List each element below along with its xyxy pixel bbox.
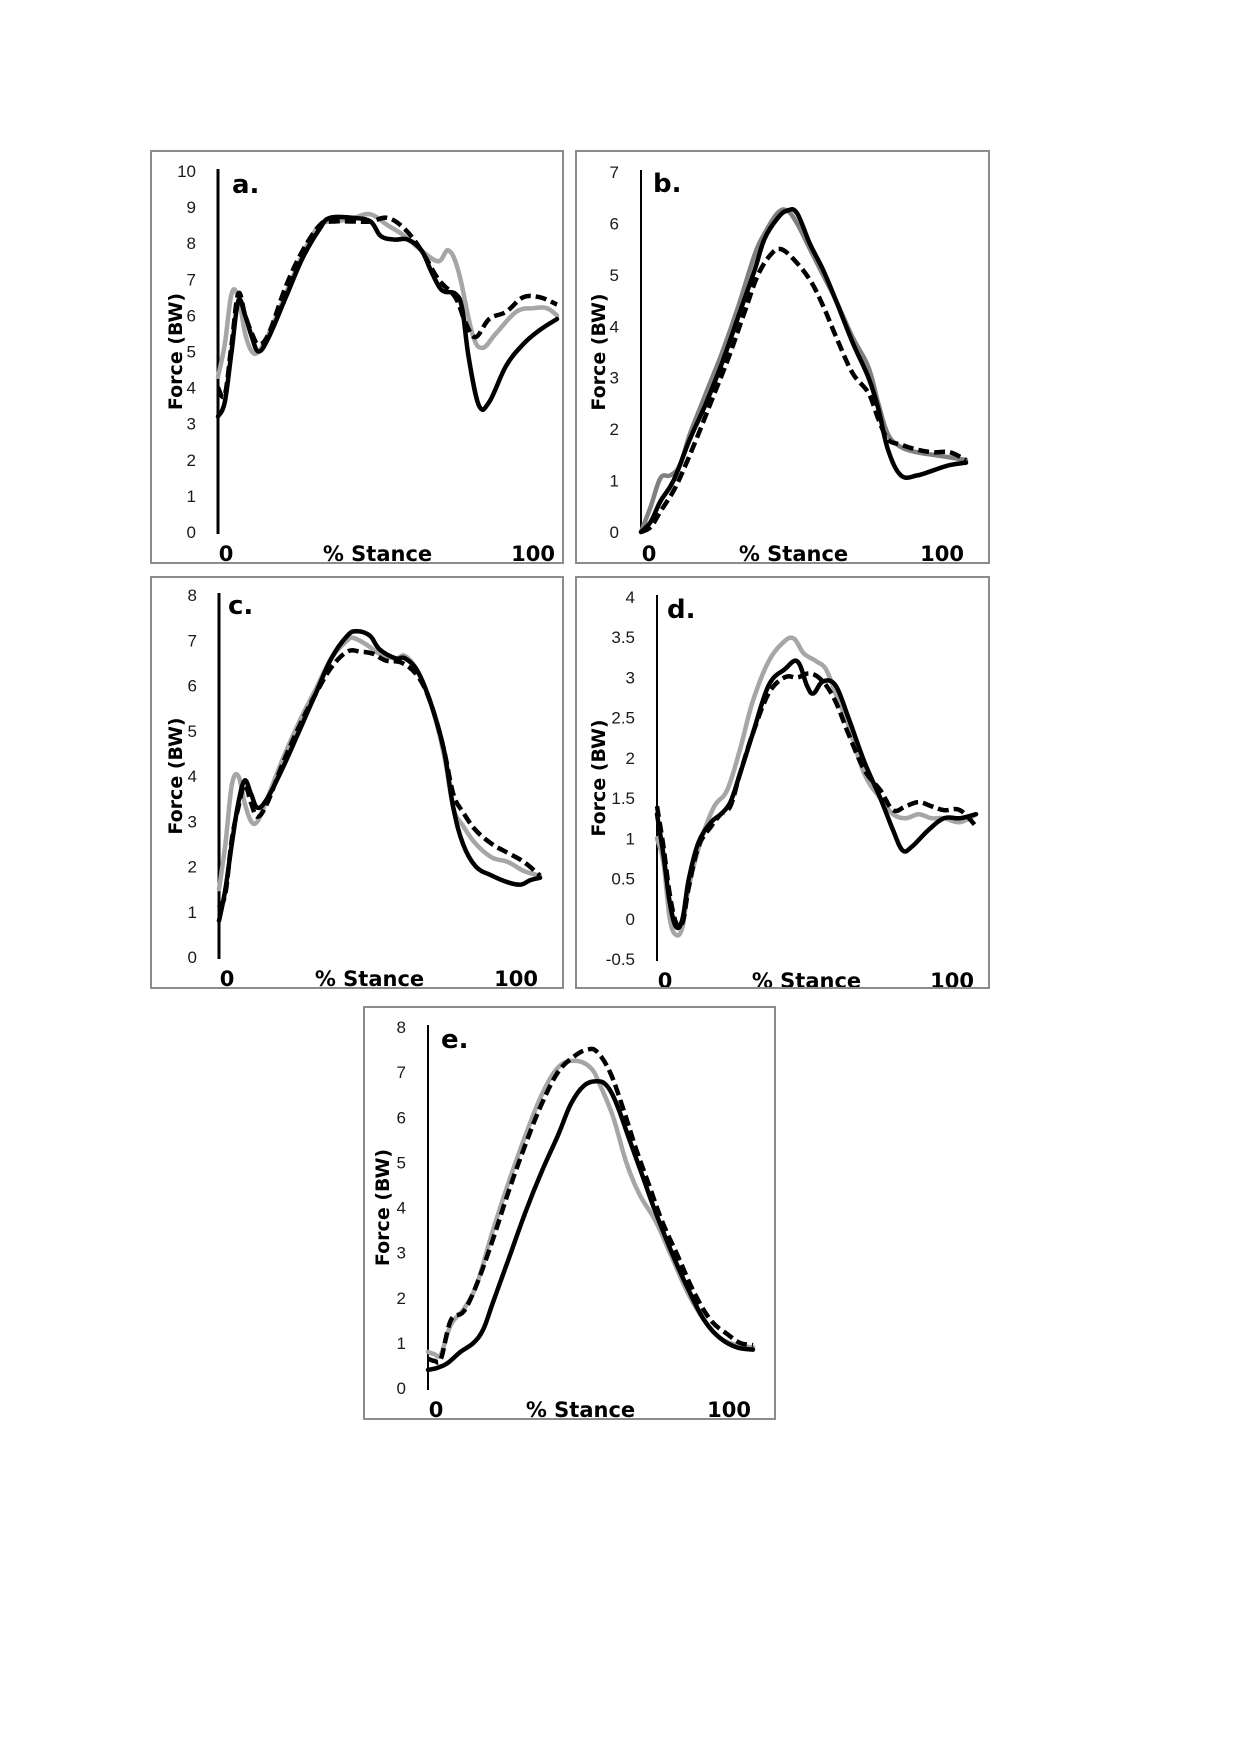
- x-tick-label-end: 100: [707, 1398, 751, 1418]
- y-tick-label: 2: [188, 858, 197, 877]
- y-tick-label: 0: [610, 523, 619, 542]
- series-line-dashed-black: [654, 671, 978, 930]
- y-tick-label: 2.5: [611, 709, 635, 728]
- x-tick-label-start: 0: [219, 542, 234, 562]
- series-line-solid-black: [638, 206, 969, 535]
- y-tick-label: 7: [397, 1063, 406, 1082]
- y-tick-label: 0: [626, 910, 635, 929]
- y-tick-label: 8: [397, 1018, 406, 1037]
- y-tick-label: 7: [188, 631, 197, 650]
- x-tick-label-end: 100: [511, 542, 555, 562]
- y-tick-label: 2: [397, 1289, 406, 1308]
- chart-svg-c: 0 1 2 3 4 5 6 7 8 c. Force (BW) 0 100 % Stance: [165, 586, 543, 987]
- y-tick-label: 4: [188, 767, 197, 786]
- y-tick-label: 8: [187, 234, 196, 253]
- y-tick-label: 5: [187, 343, 196, 362]
- y-axis-title: Force (BW): [372, 1149, 394, 1266]
- y-tick-label: 10: [177, 162, 196, 181]
- series-line-dashed-black: [216, 647, 542, 909]
- y-tick-label: 3: [187, 415, 196, 434]
- y-tick-label: 1: [187, 487, 196, 506]
- x-axis-title: % Stance: [323, 542, 432, 562]
- y-tick-label: 4: [187, 379, 196, 398]
- y-tick-label: 0: [188, 948, 197, 967]
- panel-label: b.: [653, 169, 682, 199]
- chart-panel-a: 0 1 2 3 4 5 6 7 8 9 10 a. Force (BW) 0 100 % Stance: [150, 150, 564, 564]
- x-tick-label-end: 100: [494, 967, 538, 987]
- y-tick-label: 1.5: [611, 789, 635, 808]
- y-tick-label: 3: [188, 812, 197, 831]
- y-tick-label: 0.5: [611, 870, 635, 889]
- x-axis-title: % Stance: [526, 1398, 635, 1418]
- y-tick-label: 2: [610, 420, 619, 439]
- y-axis-title: Force (BW): [588, 719, 610, 836]
- chart-svg-b: 0 1 2 3 4 5 6 7 b. Force (BW) 0 100 % Stance: [588, 163, 969, 562]
- chart-panel-e: 0 1 2 3 4 5 6 7 8 e. Force (BW) 0 100 % Stance: [363, 1006, 776, 1420]
- y-axis-title: Force (BW): [165, 293, 187, 410]
- series-line-dark-gray: [638, 207, 969, 535]
- y-tick-label: 7: [610, 163, 619, 182]
- panel-label: e.: [441, 1025, 469, 1055]
- y-tick-label: 7: [187, 270, 196, 289]
- chart-svg-d: -0.5 0 0.5 1 1.5 2 2.5 3 3.5 4 d. Force (BW) 0 100 % S…: [588, 588, 979, 987]
- y-tick-label: 4: [610, 317, 619, 336]
- y-tick-label: 2: [626, 749, 635, 768]
- y-tick-label: 3: [610, 369, 619, 388]
- series-line-gray: [654, 635, 979, 938]
- chart-svg-a: 0 1 2 3 4 5 6 7 8 9 10 a. Force (BW) 0 100 % Stance: [165, 162, 560, 562]
- series-line-solid-black: [215, 214, 560, 419]
- series-line-solid-black: [216, 628, 543, 924]
- panel-label: d.: [667, 595, 696, 625]
- x-tick-label-start: 0: [429, 1398, 444, 1418]
- x-tick-label-start: 0: [642, 542, 657, 562]
- chart-panel-d: -0.5 0 0.5 1 1.5 2 2.5 3 3.5 4 d. Force (BW) 0 100 % S…: [575, 576, 990, 989]
- y-tick-label: 2: [187, 451, 196, 470]
- y-tick-label: 1: [610, 472, 619, 491]
- series-line-gray: [215, 211, 560, 380]
- y-tick-label: 5: [397, 1153, 406, 1172]
- y-tick-label: 1: [397, 1334, 406, 1353]
- chart-svg-e: 0 1 2 3 4 5 6 7 8 e. Force (BW) 0 100 % Stance: [372, 1018, 756, 1418]
- series-line-dashed-black: [427, 1046, 754, 1365]
- y-axis-title: Force (BW): [588, 293, 610, 410]
- chart-panel-b: 0 1 2 3 4 5 6 7 b. Force (BW) 0 100 % Stance: [575, 150, 990, 564]
- x-tick-label-end: 100: [930, 969, 974, 987]
- chart-panel-c: 0 1 2 3 4 5 6 7 8 c. Force (BW) 0 100 % Stance: [150, 576, 564, 989]
- y-tick-label: 8: [188, 586, 197, 605]
- panel-label: c.: [228, 591, 253, 621]
- y-tick-label: 5: [188, 722, 197, 741]
- y-tick-label: 1: [188, 903, 197, 922]
- y-tick-label: 3.5: [611, 628, 635, 647]
- y-tick-label: 3: [626, 668, 635, 687]
- x-tick-label-start: 0: [220, 967, 235, 987]
- series-line-dashed-black: [639, 246, 968, 535]
- y-tick-label: 0: [397, 1379, 406, 1398]
- x-axis-title: % Stance: [739, 542, 848, 562]
- x-axis-title: % Stance: [752, 969, 861, 987]
- y-axis-title: Force (BW): [165, 717, 187, 834]
- y-tick-label: 6: [397, 1108, 406, 1127]
- y-tick-label: 6: [610, 214, 619, 233]
- series-line-dashed-black: [216, 215, 558, 400]
- x-tick-label-start: 0: [658, 969, 673, 987]
- y-tick-label: -0.5: [606, 950, 635, 969]
- y-tick-label: 6: [188, 677, 197, 696]
- y-tick-label: 1: [626, 829, 635, 848]
- y-tick-label: 6: [187, 306, 196, 325]
- y-tick-label: 3: [397, 1244, 406, 1263]
- x-axis-title: % Stance: [315, 967, 424, 987]
- y-tick-label: 9: [187, 198, 196, 217]
- series-line-solid-black: [654, 658, 979, 931]
- series-line-solid-black: [425, 1078, 756, 1373]
- x-tick-label-end: 100: [920, 542, 964, 562]
- y-tick-label: 4: [626, 588, 635, 607]
- y-tick-label: 5: [610, 266, 619, 285]
- y-tick-label: 4: [397, 1199, 406, 1218]
- y-tick-label: 0: [187, 523, 196, 542]
- panel-label: a.: [232, 170, 259, 200]
- series-line-gray: [216, 635, 543, 892]
